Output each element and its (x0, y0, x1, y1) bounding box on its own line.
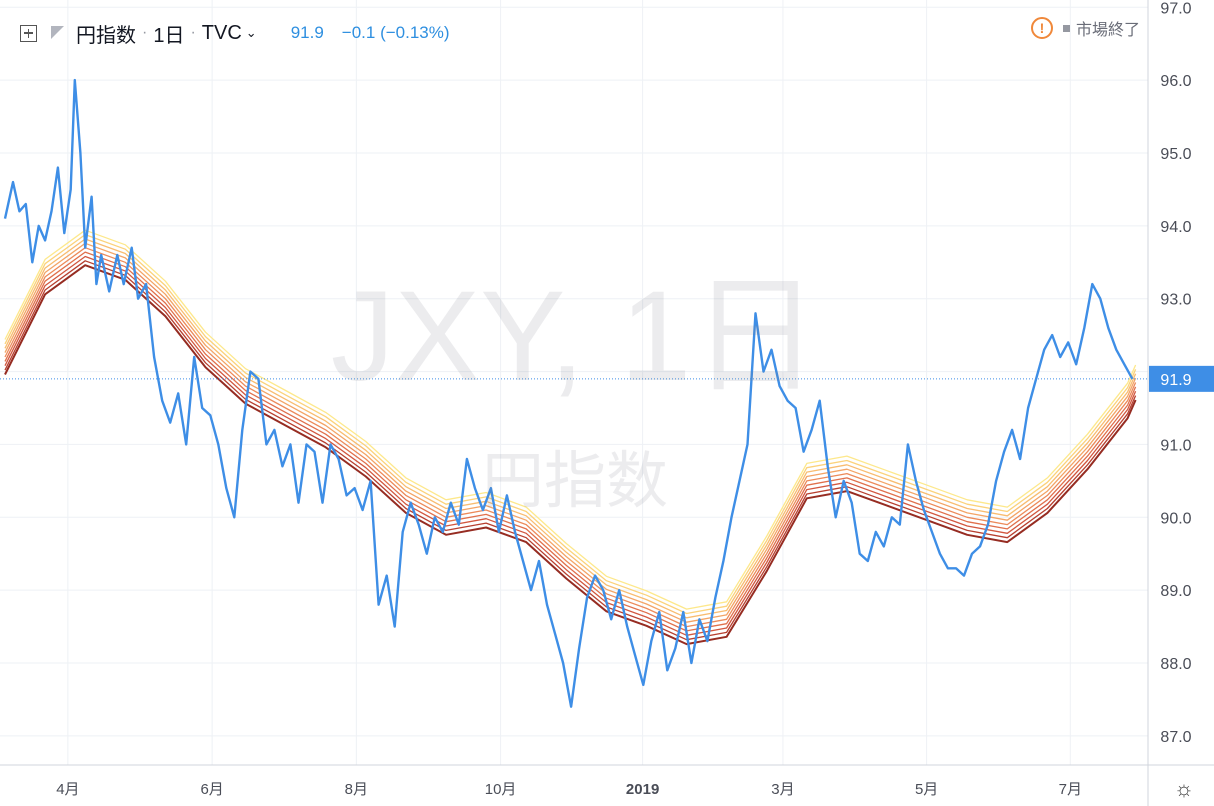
price-series (3, 78, 1134, 708)
ma-ribbon-line (4, 229, 1137, 610)
price-line (3, 78, 1134, 708)
chevron-down-icon[interactable]: ⌄ (245, 25, 257, 40)
ma-ribbon-line (4, 264, 1137, 646)
ma-ribbon-line (4, 233, 1137, 615)
x-tick-label: 6月 (200, 781, 223, 798)
y-tick-label: 89.0 (1160, 583, 1191, 600)
last-price: 91.9 (290, 23, 324, 42)
interval-label[interactable]: 1日 (153, 24, 185, 47)
status-dot-icon (1062, 24, 1070, 32)
settings-gear-icon[interactable]: ☼ (1173, 776, 1194, 801)
exchange-label[interactable]: TVC (201, 21, 242, 44)
y-tick-label: 90.0 (1160, 510, 1191, 527)
y-tick-label: 94.0 (1160, 219, 1191, 236)
y-tick-label: 95.0 (1160, 146, 1191, 163)
x-tick-label: 5月 (915, 781, 938, 798)
ma-ribbon-line (4, 238, 1137, 619)
x-tick-label: 8月 (345, 781, 368, 798)
market-status-label: 市場終了 (1075, 22, 1140, 39)
x-tick-label: 10月 (485, 781, 517, 798)
last-price-tag-label: 91.9 (1160, 372, 1191, 389)
flag-icon[interactable] (51, 25, 64, 39)
warning-icon[interactable]: ! (1030, 17, 1053, 39)
y-tick-label: 87.0 (1160, 729, 1191, 746)
ma-ribbon-line (4, 247, 1137, 628)
ma-ribbon-line (4, 242, 1137, 623)
x-tick-label: 7月 (1059, 781, 1082, 798)
y-tick-label: 91.0 (1160, 437, 1191, 454)
separator-dot: · (190, 24, 196, 41)
y-tick-label: 97.0 (1160, 0, 1191, 17)
y-tick-label: 96.0 (1160, 73, 1191, 90)
market-status: ! 市場終了 (1030, 16, 1140, 40)
last-price-tag (1149, 365, 1214, 392)
ma-ribbon-line (4, 255, 1137, 636)
watermark-name: 円指数 (481, 447, 668, 516)
watermark-ticker: JXY, 1日 (330, 265, 820, 408)
ma-ribbon-line (4, 251, 1137, 632)
symbol-header: 円指数 · 1日 · TVC ⌄ 91.9 −0.1 (−0.13%) (20, 18, 450, 48)
x-tick-label: 3月 (771, 781, 794, 798)
x-tick-label: 4月 (56, 781, 79, 798)
ma-ribbon (4, 229, 1137, 646)
chart-grid (0, 0, 1148, 765)
symbol-name[interactable]: 円指数 (76, 24, 136, 47)
y-tick-label: 88.0 (1160, 656, 1191, 673)
price-change: −0.1 (−0.13%) (341, 23, 450, 42)
ma-ribbon-line (4, 260, 1137, 641)
x-tick-label: 2019 (626, 781, 659, 798)
y-tick-label: 93.0 (1160, 292, 1191, 309)
expand-icon[interactable] (20, 24, 37, 42)
separator-dot: · (142, 24, 148, 41)
